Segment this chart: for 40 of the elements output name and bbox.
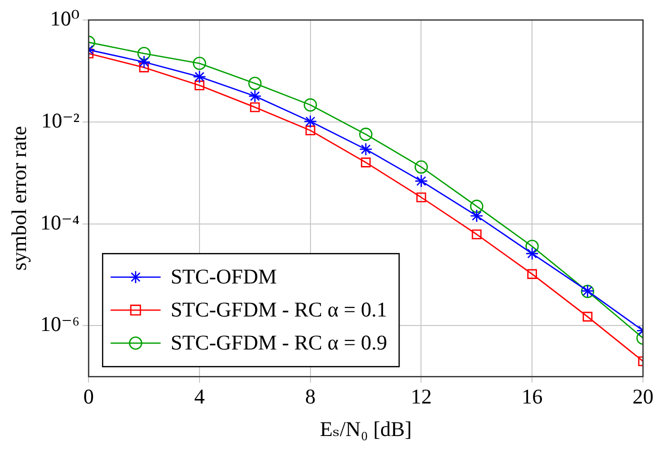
point <box>137 55 151 69</box>
point <box>414 174 428 188</box>
point <box>139 62 149 72</box>
point <box>192 70 206 84</box>
x-tick-label: 20 <box>632 384 654 409</box>
point <box>194 80 204 90</box>
legend-label: STC-GFDM - RC α = 0.9 <box>170 330 388 355</box>
x-tick-label: 4 <box>194 384 206 409</box>
point <box>525 246 539 260</box>
point <box>250 102 260 112</box>
point <box>192 56 206 70</box>
point <box>470 209 484 223</box>
point <box>248 76 262 90</box>
legend-label: STC-OFDM <box>170 264 278 289</box>
point <box>304 98 318 112</box>
x-tick-label: 16 <box>522 384 543 409</box>
point <box>359 142 372 156</box>
point <box>470 200 484 213</box>
x-tick-label: 12 <box>410 384 432 409</box>
point <box>414 160 428 174</box>
point <box>360 158 371 168</box>
point <box>527 269 538 279</box>
x-tick-label: 0 <box>83 384 94 409</box>
point <box>582 312 592 322</box>
point <box>525 240 539 254</box>
point <box>305 126 316 136</box>
point <box>472 229 482 240</box>
y-tick-label: 10⁻² <box>41 108 80 132</box>
point <box>359 128 372 141</box>
y-tick-label: 10⁻⁴ <box>40 210 80 234</box>
x-axis-title: Eₛ/N₀ [dB] <box>320 416 412 441</box>
y-tick-label: 10⁻⁶ <box>40 312 80 336</box>
y-tick-label: 10⁰ <box>50 6 80 31</box>
legend-label: STC-GFDM - RC α = 0.1 <box>170 298 388 322</box>
point <box>248 90 262 103</box>
point <box>304 114 318 128</box>
point <box>416 192 426 202</box>
x-tick-label: 8 <box>305 384 316 409</box>
y-axis-title: symbol error rate <box>7 126 32 271</box>
point <box>137 46 151 60</box>
